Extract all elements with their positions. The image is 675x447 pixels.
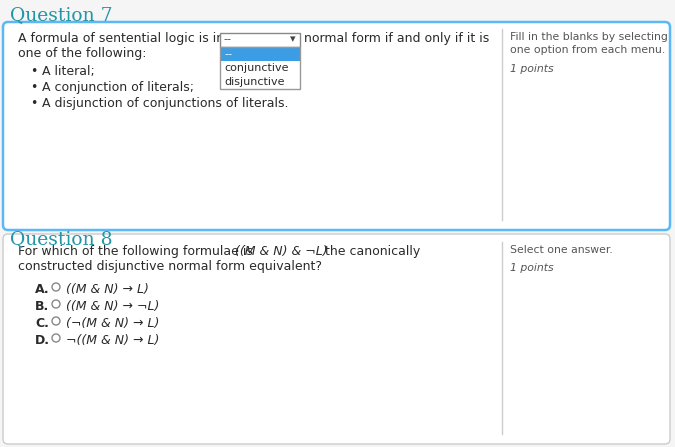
Text: ((M & N) → L): ((M & N) → L) — [66, 283, 149, 296]
Text: Select one answer.: Select one answer. — [510, 245, 613, 255]
Text: Fill in the blanks by selecting: Fill in the blanks by selecting — [510, 32, 668, 42]
Text: constructed disjunctive normal form equivalent?: constructed disjunctive normal form equi… — [18, 260, 322, 273]
Bar — [220, 47, 300, 89]
Bar — [220, 33, 300, 47]
Text: For which of the following formulae is: For which of the following formulae is — [18, 245, 257, 258]
Text: •: • — [30, 65, 37, 78]
Text: A formula of sentential logic is in: A formula of sentential logic is in — [18, 32, 224, 45]
Text: one of the following:: one of the following: — [18, 47, 146, 60]
Text: A.: A. — [35, 283, 50, 296]
Text: A disjunction of conjunctions of literals.: A disjunction of conjunctions of literal… — [42, 97, 288, 110]
Text: 1 points: 1 points — [510, 263, 554, 273]
Text: Question 7: Question 7 — [10, 6, 113, 24]
Text: Question 8: Question 8 — [10, 230, 113, 248]
Text: one option from each menu.: one option from each menu. — [510, 45, 666, 55]
FancyBboxPatch shape — [3, 22, 670, 230]
Text: 1 points: 1 points — [510, 64, 554, 74]
Text: A conjunction of literals;: A conjunction of literals; — [42, 81, 194, 94]
Text: (¬(M & N) → L): (¬(M & N) → L) — [66, 317, 159, 330]
Text: normal form if and only if it is: normal form if and only if it is — [304, 32, 489, 45]
FancyBboxPatch shape — [3, 234, 670, 444]
Text: ▾: ▾ — [290, 34, 296, 44]
Text: the canonically: the canonically — [325, 245, 421, 258]
Text: D.: D. — [35, 334, 50, 347]
Text: --: -- — [223, 34, 231, 44]
Text: --: -- — [224, 49, 232, 59]
Text: B.: B. — [35, 300, 49, 313]
Text: C.: C. — [35, 317, 49, 330]
Text: disjunctive: disjunctive — [224, 77, 284, 87]
Text: •: • — [30, 97, 37, 110]
Text: ¬((M & N) → L): ¬((M & N) → L) — [66, 334, 159, 347]
Text: •: • — [30, 81, 37, 94]
Text: conjunctive: conjunctive — [224, 63, 288, 73]
Text: ((M & N) & ¬L): ((M & N) & ¬L) — [235, 245, 327, 258]
Text: A literal;: A literal; — [42, 65, 95, 78]
Text: ((M & N) → ¬L): ((M & N) → ¬L) — [66, 300, 159, 313]
Bar — [220, 47, 300, 61]
